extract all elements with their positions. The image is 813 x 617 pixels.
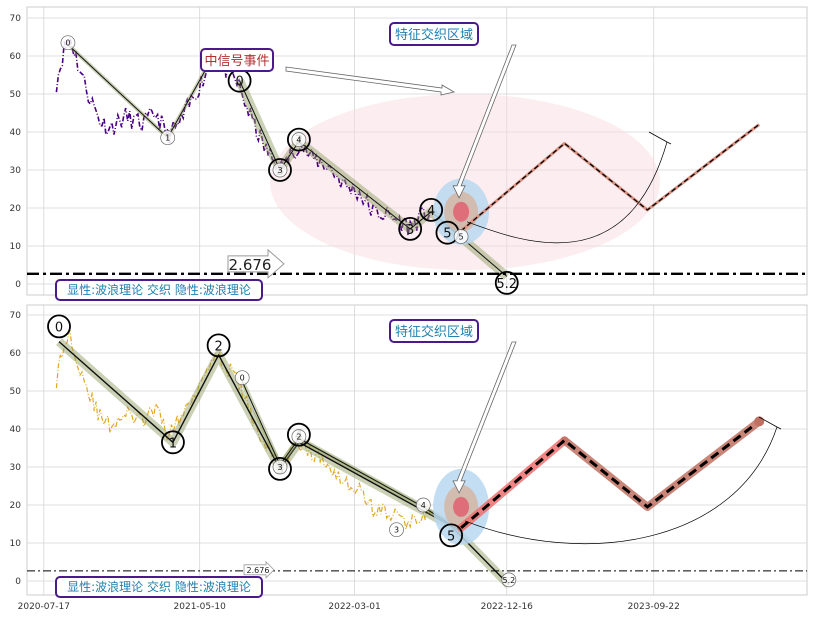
y-tick-label: 10 — [10, 242, 22, 252]
arc-bracket — [648, 131, 672, 145]
wave-label: 5 — [443, 227, 451, 242]
y-tick-label: 40 — [10, 128, 22, 138]
wave-label-circle — [272, 459, 288, 475]
wave-label-circle — [234, 370, 250, 386]
x-tick-label: 2022-12-16 — [481, 602, 534, 612]
wave-label-circle — [47, 314, 71, 339]
level-arrow — [243, 560, 275, 579]
signal-annotation: 中信号事件 — [204, 54, 269, 69]
signal-arrow — [285, 66, 456, 96]
wave-label-circle — [161, 430, 185, 455]
y-tick-label: 60 — [10, 52, 22, 62]
level-label: 2.676 — [247, 566, 270, 575]
y-tick-label: 20 — [10, 204, 22, 214]
wave-label-circle — [268, 456, 292, 481]
zone-inner — [453, 496, 470, 517]
projection-arc — [466, 141, 668, 244]
arc-bracket — [758, 416, 782, 430]
zone-arrow — [452, 341, 517, 494]
wave-label: 0 — [235, 75, 243, 90]
y-tick-label: 10 — [10, 539, 22, 549]
y-tick-label: 60 — [10, 349, 22, 359]
x-tick-label: 2022-03-01 — [328, 602, 380, 612]
legend-box — [55, 576, 263, 598]
y-tick-label: 0 — [15, 280, 21, 290]
wave-label: 2 — [296, 433, 301, 442]
wave-label: 4 — [427, 204, 435, 219]
panel-top: 0102030405060702.6760120332434555.2特征交织区… — [10, 6, 808, 301]
wave-label-circle — [160, 130, 176, 146]
y-tick-label: 30 — [10, 166, 22, 176]
legend-box — [55, 279, 263, 301]
wave-label: 5 — [447, 529, 455, 544]
x-tick-label: 2021-05-10 — [174, 602, 227, 612]
signal-annotation-box — [200, 48, 274, 72]
wave-label: 1 — [169, 436, 177, 451]
projection-line — [460, 123, 760, 232]
wave-label: 5.2 — [496, 277, 517, 292]
wave-label-circle — [501, 572, 517, 588]
projection-line — [460, 420, 761, 529]
wave-label-circle — [206, 333, 231, 358]
y-tick-label: 20 — [10, 501, 22, 511]
wave-label: 1 — [165, 134, 170, 143]
x-tick-label: 2020-07-17 — [18, 602, 70, 612]
wave-label-circle — [415, 497, 431, 513]
zone-annotation-box — [389, 319, 479, 343]
wave-label-circle — [291, 132, 307, 147]
wave-label-circle — [60, 35, 76, 51]
wave-label-circle — [268, 158, 292, 182]
wave-label-circle — [291, 429, 307, 444]
wave-label: 0 — [55, 320, 63, 335]
wave-label-circle — [286, 127, 311, 152]
plot-content — [27, 34, 807, 280]
wave-label: 5.2 — [502, 576, 515, 585]
wave-label-circle — [439, 523, 464, 548]
y-tick-label: 30 — [10, 463, 22, 473]
wave-label: 3 — [394, 526, 399, 535]
wave-label: 3 — [277, 463, 282, 472]
y-tick-label: 40 — [10, 425, 22, 435]
zone-inner — [453, 201, 470, 222]
zone-annotation-box — [389, 22, 479, 46]
plot-area — [26, 304, 808, 596]
wave-label: 3 — [277, 166, 282, 175]
wave-label: 5 — [459, 233, 464, 242]
y-tick-label: 50 — [10, 387, 22, 397]
projection-end — [754, 416, 765, 427]
y-tick-label: 70 — [10, 14, 22, 24]
wave-label-circle — [494, 270, 519, 295]
projection-arc — [464, 426, 778, 545]
x-tick-label: 2023-09-22 — [628, 602, 680, 612]
zone-annotation: 特征交织区域 — [395, 324, 473, 340]
wave-label-circle — [389, 522, 404, 538]
wave-label: 0 — [65, 39, 70, 48]
legend-text: 显性:波浪理论 交织 隐性:波浪理论 — [67, 579, 251, 594]
wave-label: 4 — [296, 136, 301, 145]
y-tick-label: 70 — [10, 311, 22, 321]
wave-label: 0 — [240, 374, 245, 383]
zone-annotation: 特征交织区域 — [395, 27, 473, 43]
wave-label: 3 — [406, 223, 414, 238]
legend-text: 显性:波浪理论 交织 隐性:波浪理论 — [67, 282, 251, 297]
wave-label-circle — [286, 422, 311, 447]
wave-label-circle — [419, 197, 444, 222]
level-arrow — [227, 248, 285, 279]
wave-label-circle — [453, 229, 469, 244]
wave-label-circle — [398, 216, 423, 241]
wave-label: 2 — [214, 339, 222, 354]
y-tick-label: 50 — [10, 90, 22, 100]
y-tick-label: 0 — [15, 577, 21, 587]
wave-label-circle — [272, 162, 288, 178]
level-label: 2.676 — [229, 256, 272, 274]
zone-arrow — [452, 44, 517, 199]
wave-label: 4 — [421, 501, 426, 510]
